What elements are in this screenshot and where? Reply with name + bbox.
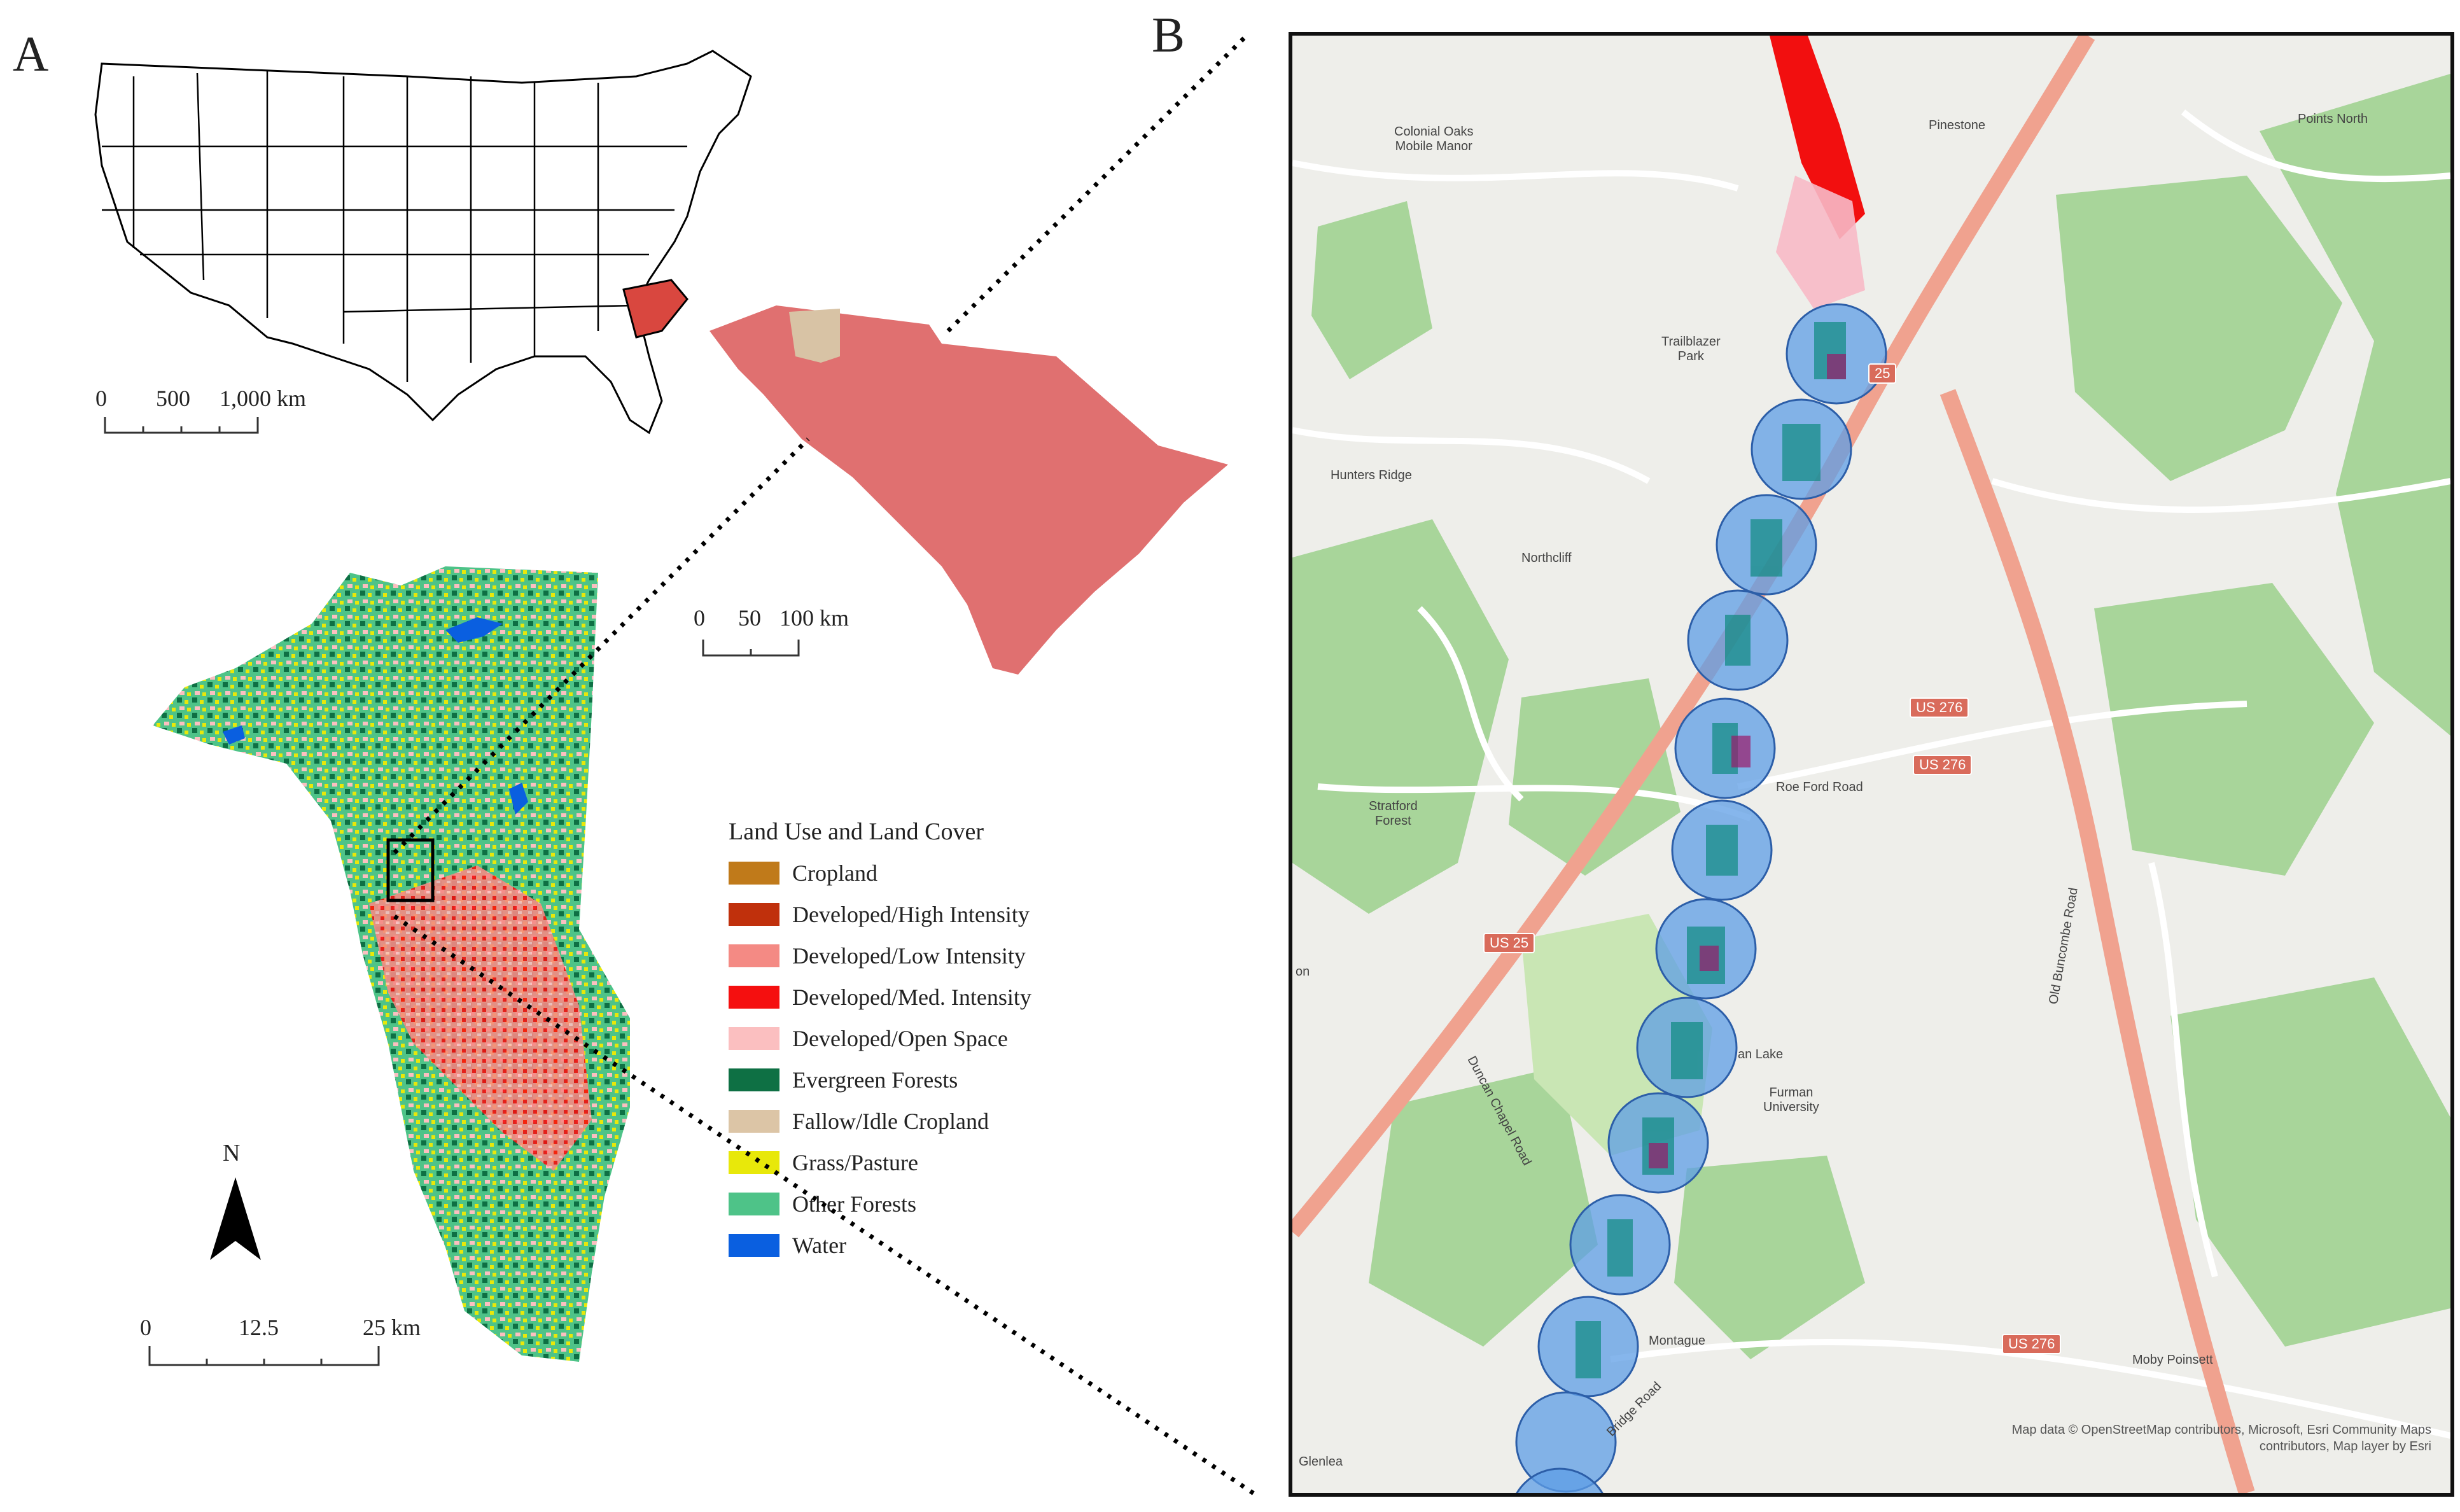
- shield-us276-a: US 276: [1910, 697, 1969, 718]
- label-roe-ford-road: Roe Ford Road: [1776, 780, 1863, 794]
- legend-label: Developed/Med. Intensity: [792, 984, 1031, 1010]
- legend-label: Developed/Low Intensity: [792, 943, 1026, 969]
- legend-label: Water: [792, 1233, 847, 1258]
- sc-inset-area: [789, 309, 840, 363]
- legend-label: Cropland: [792, 860, 877, 886]
- legend-item: Developed/Low Intensity: [729, 942, 1026, 970]
- label-glenlea: Glenlea: [1299, 1455, 1343, 1469]
- buffer-circles: [1515, 303, 1887, 1493]
- legend-swatch: [729, 862, 779, 885]
- us-outline-map: [94, 50, 752, 435]
- label-points-north: Points North: [2298, 112, 2368, 126]
- legend-item: Other Forests: [729, 1190, 916, 1218]
- label-hunters-ridge: Hunters Ridge: [1331, 468, 1412, 482]
- legend-label: Grass/Pasture: [792, 1150, 918, 1175]
- county-land-cover-map: [153, 566, 630, 1362]
- legend-label: Developed/Open Space: [792, 1026, 1008, 1051]
- legend-swatch: [729, 1151, 779, 1174]
- legend-swatch: [729, 944, 779, 967]
- legend-swatch: [729, 903, 779, 926]
- county-scale-12-5: 12.5: [239, 1315, 279, 1340]
- legend-item: Developed/High Intensity: [729, 900, 1030, 928]
- label-colonial-oaks: Colonial Oaks Mobile Manor: [1394, 125, 1474, 153]
- shield-us25-top: 25: [1868, 363, 1897, 384]
- legend-label: Fallow/Idle Cropland: [792, 1109, 989, 1134]
- north-arrow-icon: [210, 1177, 261, 1260]
- legend-item: Cropland: [729, 859, 877, 887]
- buffer-landcover-teal: [1576, 322, 1846, 1378]
- label-northcliff: Northcliff: [1521, 551, 1572, 565]
- detail-basemap: [1292, 36, 2450, 1493]
- label-furman-university: Furman University: [1763, 1086, 1819, 1114]
- county-scale-0: 0: [140, 1315, 151, 1340]
- sc-scale-bar: [702, 640, 800, 657]
- legend-title: Land Use and Land Cover: [729, 818, 984, 845]
- label-pinestone: Pinestone: [1929, 118, 1985, 132]
- label-moby-poinsett: Moby Poinsett: [2132, 1353, 2213, 1367]
- shield-us276-b: US 276: [1913, 755, 1973, 775]
- legend-swatch: [729, 1193, 779, 1215]
- minor-roads: [1292, 109, 2450, 1439]
- legend-item: Developed/Med. Intensity: [729, 983, 1031, 1011]
- legend-label: Developed/High Intensity: [792, 902, 1030, 927]
- forest-patches: [1292, 74, 2450, 1359]
- legend-item: Water: [729, 1231, 846, 1259]
- legend-label: Evergreen Forests: [792, 1067, 958, 1093]
- south-carolina-map: [709, 305, 1228, 675]
- detail-map-frame: Colonial Oaks Mobile Manor Points North …: [1289, 32, 2454, 1497]
- label-furman-lake: an Lake: [1738, 1047, 1784, 1061]
- lake-3: [223, 725, 245, 745]
- legend-item: Fallow/Idle Cropland: [729, 1107, 989, 1135]
- label-on: on: [1296, 965, 1310, 979]
- legend-swatch: [729, 986, 779, 1009]
- us-scale-bar: [104, 417, 259, 434]
- label-stratford-forest: Stratford Forest: [1369, 799, 1418, 828]
- study-area-box: [386, 838, 435, 902]
- legend-item: Developed/Open Space: [729, 1025, 1008, 1053]
- north-label: N: [223, 1140, 241, 1166]
- sc-scale-100: 100 km: [779, 605, 849, 631]
- legend-item: Grass/Pasture: [729, 1149, 918, 1177]
- legend-swatch: [729, 1027, 779, 1050]
- county-scale-25: 25 km: [363, 1315, 421, 1340]
- label-trailblazer-park: Trailblazer Park: [1661, 335, 1721, 363]
- shield-us276-c: US 276: [2002, 1334, 2062, 1354]
- us-scale-0: 0: [95, 386, 107, 411]
- land-cover-legend: Land Use and Land Cover Cropland Develope…: [729, 818, 1149, 1276]
- corridor-strip-red: [1770, 36, 1865, 239]
- legend-swatch: [729, 1234, 779, 1257]
- us-scale-1000: 1,000 km: [220, 386, 307, 411]
- lake-1: [445, 617, 503, 643]
- sc-scale-0: 0: [694, 605, 705, 631]
- sc-state-shape: [709, 305, 1228, 675]
- lake-2: [509, 783, 528, 815]
- legend-swatch: [729, 1110, 779, 1133]
- south-carolina-highlight: [622, 279, 688, 339]
- corridor-strip-pink: [1776, 176, 1865, 309]
- county-scale-bar: [148, 1346, 380, 1366]
- sc-scale-50: 50: [738, 605, 761, 631]
- map-attribution: Map data © OpenStreetMap contributors, M…: [2011, 1423, 2431, 1453]
- panel-b-label: B: [1152, 7, 1185, 62]
- us-state-lines: [102, 70, 687, 382]
- legend-item: Evergreen Forests: [729, 1066, 958, 1094]
- panel-a-label: A: [13, 26, 49, 81]
- us-scale-500: 500: [156, 386, 190, 411]
- legend-swatch: [729, 1068, 779, 1091]
- shield-us25-b: US 25: [1483, 933, 1535, 953]
- buffer-landcover-magenta: [1649, 354, 1846, 1168]
- urban-core: [369, 865, 592, 1171]
- label-montague: Montague: [1649, 1334, 1705, 1348]
- legend-label: Other Forests: [792, 1191, 916, 1217]
